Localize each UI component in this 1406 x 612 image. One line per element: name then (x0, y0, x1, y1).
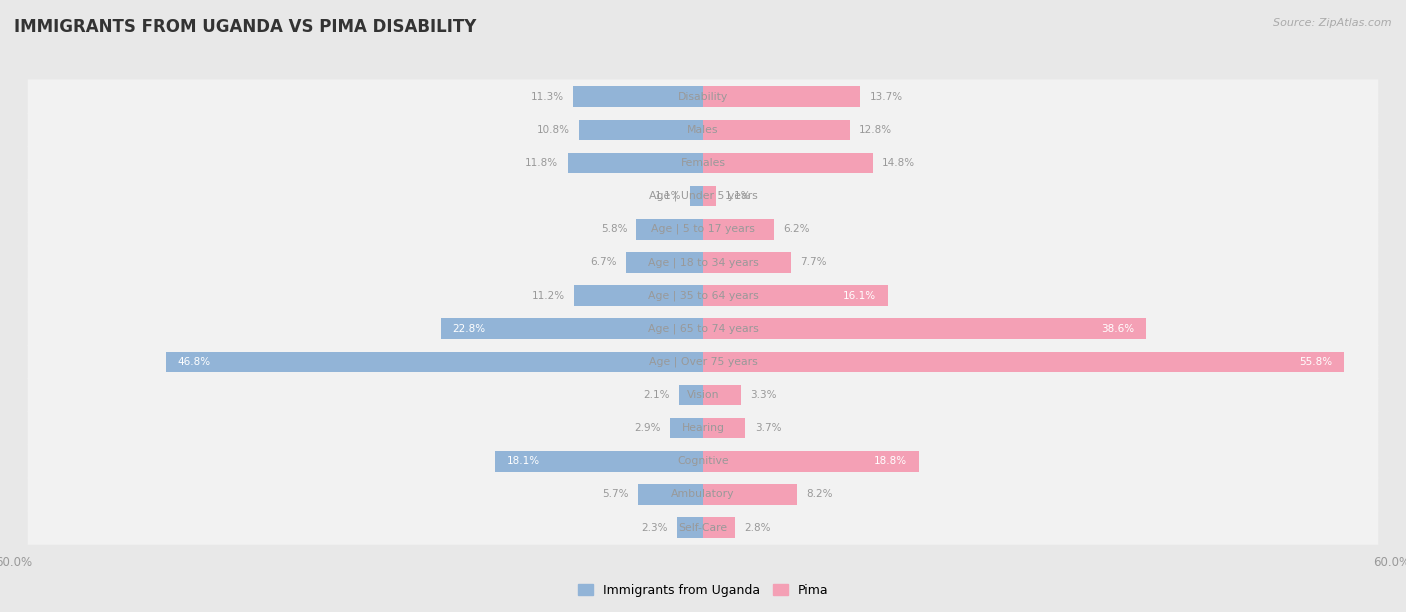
Text: Vision: Vision (686, 390, 720, 400)
Bar (703, 418, 745, 438)
Legend: Immigrants from Uganda, Pima: Immigrants from Uganda, Pima (572, 579, 834, 602)
Text: 11.3%: 11.3% (531, 92, 564, 102)
Bar (703, 119, 851, 140)
Text: Females: Females (681, 158, 725, 168)
FancyBboxPatch shape (28, 146, 1378, 180)
FancyBboxPatch shape (28, 345, 1378, 379)
FancyBboxPatch shape (28, 179, 1378, 213)
Bar (703, 252, 792, 273)
Text: Ambulatory: Ambulatory (671, 490, 735, 499)
Text: 55.8%: 55.8% (1299, 357, 1333, 367)
Text: Disability: Disability (678, 92, 728, 102)
Text: 12.8%: 12.8% (859, 125, 893, 135)
Text: 6.2%: 6.2% (783, 224, 810, 234)
Text: Age | 35 to 64 years: Age | 35 to 64 years (648, 290, 758, 300)
Bar (575, 285, 703, 306)
FancyBboxPatch shape (28, 378, 1378, 412)
Text: 18.1%: 18.1% (506, 457, 540, 466)
Text: 2.3%: 2.3% (641, 523, 668, 532)
FancyBboxPatch shape (28, 80, 1378, 114)
Text: Age | Over 75 years: Age | Over 75 years (648, 357, 758, 367)
Bar (703, 517, 735, 538)
Text: Age | 65 to 74 years: Age | 65 to 74 years (648, 324, 758, 334)
Text: Hearing: Hearing (682, 423, 724, 433)
Text: 14.8%: 14.8% (882, 158, 915, 168)
Text: 5.7%: 5.7% (602, 490, 628, 499)
Bar (579, 119, 703, 140)
Bar (703, 351, 1344, 372)
Text: 2.1%: 2.1% (643, 390, 669, 400)
Text: 5.8%: 5.8% (600, 224, 627, 234)
Text: Age | 5 to 17 years: Age | 5 to 17 years (651, 224, 755, 234)
FancyBboxPatch shape (28, 245, 1378, 280)
Text: Self-Care: Self-Care (679, 523, 727, 532)
Text: 7.7%: 7.7% (800, 258, 827, 267)
Text: 8.2%: 8.2% (807, 490, 832, 499)
Text: Males: Males (688, 125, 718, 135)
Text: 1.1%: 1.1% (655, 191, 681, 201)
Text: Age | 18 to 34 years: Age | 18 to 34 years (648, 257, 758, 267)
FancyBboxPatch shape (28, 510, 1378, 545)
FancyBboxPatch shape (28, 411, 1378, 446)
Text: 16.1%: 16.1% (844, 291, 876, 300)
Text: Age | Under 5 years: Age | Under 5 years (648, 191, 758, 201)
FancyBboxPatch shape (28, 477, 1378, 512)
Text: 13.7%: 13.7% (869, 92, 903, 102)
Bar (626, 252, 703, 273)
Bar (703, 186, 716, 206)
Text: 2.8%: 2.8% (744, 523, 770, 532)
Text: 2.9%: 2.9% (634, 423, 661, 433)
Text: 22.8%: 22.8% (453, 324, 486, 334)
Bar (669, 418, 703, 438)
Text: Cognitive: Cognitive (678, 457, 728, 466)
Bar (495, 451, 703, 472)
FancyBboxPatch shape (28, 212, 1378, 247)
Bar (703, 385, 741, 405)
Bar (676, 517, 703, 538)
Bar (703, 285, 887, 306)
Bar (703, 152, 873, 173)
Text: 11.8%: 11.8% (526, 158, 558, 168)
Text: 3.3%: 3.3% (749, 390, 776, 400)
Bar (690, 186, 703, 206)
Bar (703, 86, 860, 107)
Bar (679, 385, 703, 405)
Bar (441, 318, 703, 339)
Text: 1.1%: 1.1% (725, 191, 751, 201)
Text: 10.8%: 10.8% (537, 125, 569, 135)
Bar (703, 219, 775, 239)
Text: 3.7%: 3.7% (755, 423, 782, 433)
FancyBboxPatch shape (28, 312, 1378, 346)
Bar (166, 351, 703, 372)
Text: 46.8%: 46.8% (177, 357, 211, 367)
Text: 38.6%: 38.6% (1102, 324, 1135, 334)
Text: IMMIGRANTS FROM UGANDA VS PIMA DISABILITY: IMMIGRANTS FROM UGANDA VS PIMA DISABILIT… (14, 18, 477, 36)
FancyBboxPatch shape (28, 113, 1378, 147)
Bar (703, 484, 797, 505)
FancyBboxPatch shape (28, 444, 1378, 479)
Bar (703, 451, 920, 472)
Bar (703, 318, 1146, 339)
Bar (574, 86, 703, 107)
Text: 18.8%: 18.8% (875, 457, 907, 466)
Text: Source: ZipAtlas.com: Source: ZipAtlas.com (1274, 18, 1392, 28)
Bar (568, 152, 703, 173)
Text: 11.2%: 11.2% (531, 291, 565, 300)
Bar (637, 484, 703, 505)
Bar (637, 219, 703, 239)
Text: 6.7%: 6.7% (591, 258, 617, 267)
FancyBboxPatch shape (28, 278, 1378, 313)
